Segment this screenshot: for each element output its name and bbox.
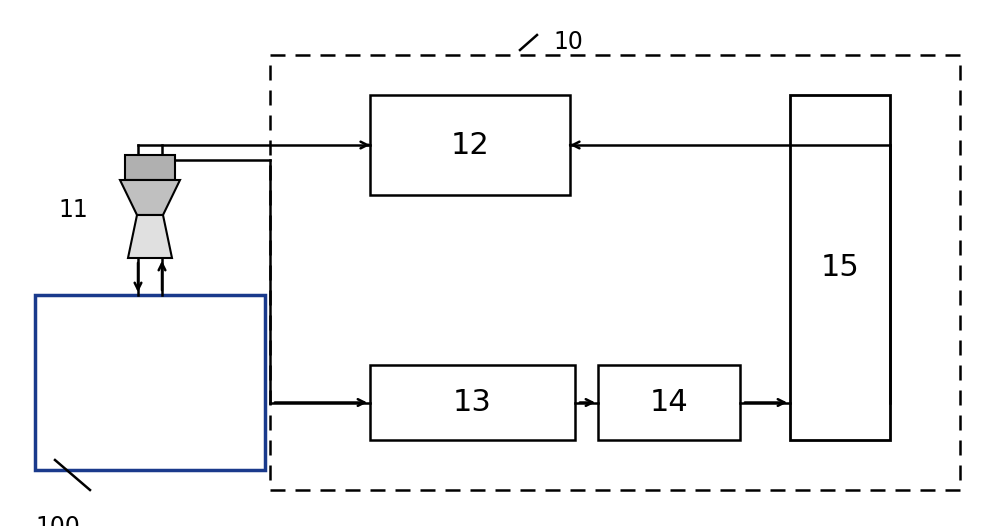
Text: 12: 12 [451, 130, 489, 159]
Polygon shape [120, 180, 180, 215]
Text: 10: 10 [553, 30, 583, 54]
Text: 100: 100 [35, 515, 80, 526]
Text: 14: 14 [650, 388, 688, 417]
Text: 15: 15 [821, 253, 859, 282]
Polygon shape [128, 215, 172, 258]
Bar [270, 55, 960, 490]
Text: 11: 11 [58, 198, 88, 222]
Bar [125, 155, 175, 180]
Text: 13: 13 [453, 388, 492, 417]
Bar [598, 365, 740, 440]
Bar [35, 295, 265, 470]
Bar [790, 95, 890, 440]
Bar [370, 95, 570, 195]
Bar [370, 365, 575, 440]
